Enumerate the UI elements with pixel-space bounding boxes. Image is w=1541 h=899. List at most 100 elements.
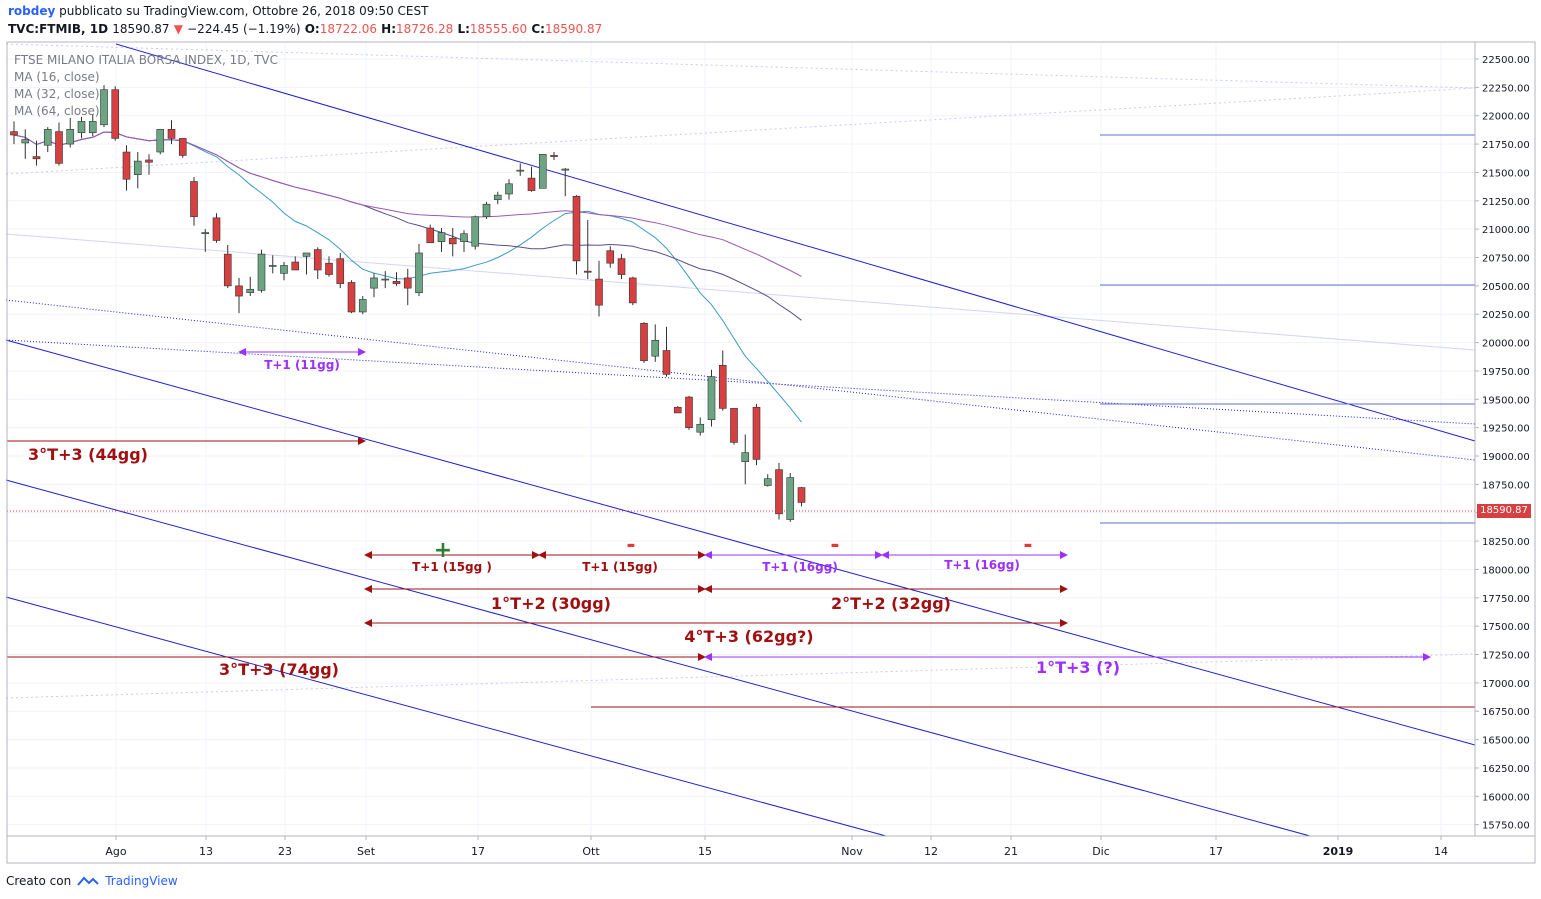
time-tick-label: 14 <box>1434 845 1448 858</box>
price-tick-label: 22000.00 <box>1482 112 1530 123</box>
plus-marker: + <box>434 538 452 563</box>
legend-ma64[interactable]: MA (64, close) <box>14 104 100 118</box>
candle-body <box>561 168 570 171</box>
channel-lower-line <box>5 479 1311 837</box>
candle-body <box>347 282 356 313</box>
candle-body <box>685 396 693 428</box>
trend-drawings <box>5 43 1476 837</box>
candle-body <box>313 249 322 271</box>
candle-body <box>145 159 153 163</box>
candle-body <box>606 250 615 264</box>
author-name[interactable]: robdey <box>8 4 56 18</box>
price-tick-label: 21500.00 <box>1482 168 1530 179</box>
candle-body <box>583 270 592 273</box>
annotation-3t3-44gg: 3°T+3 (44gg) <box>28 445 148 464</box>
candle-body <box>212 217 221 241</box>
candle-body <box>775 469 783 515</box>
price-tick-label: 17250.00 <box>1482 651 1530 662</box>
time-tick-label: Dic <box>1092 845 1110 858</box>
candle-body <box>21 139 30 144</box>
candle-body <box>10 131 18 136</box>
price-tick-label: 21250.00 <box>1482 197 1530 208</box>
candle-body <box>505 183 513 195</box>
price-tick-label: 16250.00 <box>1482 764 1530 775</box>
price-tick-label: 19750.00 <box>1482 367 1530 378</box>
price-tick-label: 20750.00 <box>1482 254 1530 265</box>
candle-body <box>257 253 266 291</box>
chart-header: robdey pubblicato su TradingView.com, Ot… <box>8 4 428 18</box>
low-label: L: <box>457 22 470 36</box>
symbol-ohlc-bar: TVC:FTMIB, 1D 18590.87 ▼ −224.45 (−1.19%… <box>8 22 602 36</box>
legend-ma32[interactable]: MA (32, close) <box>14 87 100 101</box>
candle-body <box>55 131 63 164</box>
legend-ma16[interactable]: MA (16, close) <box>14 70 100 84</box>
candle-body <box>482 203 491 217</box>
candle-body <box>651 340 660 357</box>
minus-marker: - <box>626 533 635 558</box>
time-tick-label: Nov <box>841 845 863 858</box>
fan-line-mid <box>5 233 1476 351</box>
candle-body <box>516 169 525 172</box>
candle-body <box>628 277 637 304</box>
annotation-3t3-74gg: 3°T+3 (74gg) <box>219 660 339 679</box>
candle-body <box>403 277 412 289</box>
candle-body <box>797 487 806 503</box>
annotation-t1-15gg-b: T+1 (15gg) <box>582 560 658 574</box>
candle-body <box>88 121 97 134</box>
time-tick-label: Ago <box>105 845 127 858</box>
time-tick-label: 17 <box>1209 845 1223 858</box>
candle-body <box>302 252 311 257</box>
price-tick-label: 19000.00 <box>1482 452 1530 463</box>
candle-body <box>696 423 705 433</box>
candle-body <box>786 477 795 520</box>
candle-body <box>156 129 165 153</box>
candle-body <box>32 156 41 160</box>
candle-body <box>752 406 761 460</box>
candle-body <box>426 227 435 244</box>
candle-body <box>77 121 86 134</box>
price-tick-label: 17000.00 <box>1482 679 1530 690</box>
close-value: 18590.87 <box>544 22 603 36</box>
candle-body <box>223 253 232 287</box>
candle-body <box>730 408 738 443</box>
candle-body <box>178 138 187 156</box>
candle-body <box>370 277 378 289</box>
price-tick-label: 17500.00 <box>1482 622 1530 633</box>
candle-body <box>201 232 210 234</box>
candle-body <box>741 452 750 462</box>
candle-body <box>235 285 243 297</box>
price-tick-label: 19500.00 <box>1482 395 1530 406</box>
price-tick-label: 16500.00 <box>1482 736 1530 747</box>
annotation-t1-16gg-b: T+1 (16gg) <box>944 558 1020 572</box>
candle-body <box>190 181 198 217</box>
price-tick-label: 18250.00 <box>1482 537 1530 548</box>
footer: Creato con TradingView <box>6 874 178 888</box>
annotation-1t2-30gg: 1°T+2 (30gg) <box>491 594 611 613</box>
tradingview-logo-icon <box>77 876 99 886</box>
annotation-t1-15gg-a: T+1 (15gg ) <box>412 560 492 574</box>
candle-body <box>43 129 52 146</box>
chart-grid <box>7 42 1475 836</box>
fan-line-upper <box>5 87 1476 175</box>
candle-body <box>358 299 367 313</box>
candle-body <box>707 376 716 421</box>
candle-body <box>527 177 536 191</box>
price-tick-label: 18750.00 <box>1482 480 1530 491</box>
annotation-1t3-open: 1°T+3 (?) <box>1036 658 1120 677</box>
open-label: O: <box>304 22 320 36</box>
candle-body <box>448 237 457 245</box>
price-tick-label: 17750.00 <box>1482 594 1530 605</box>
candle-body <box>268 265 277 267</box>
chart-axes: 22500.00 22250.00 22000.00 21750.00 21500.00… <box>6 41 1536 864</box>
footer-brand[interactable]: TradingView <box>105 874 178 888</box>
candle-body <box>718 364 727 409</box>
time-tick-label: 12 <box>924 845 938 858</box>
time-tick-label: 13 <box>199 845 213 858</box>
price-chart[interactable]: T+1 (11gg) 3°T+3 (44gg) T+1 (15gg ) T+1 (15… <box>0 0 1541 870</box>
candle-body <box>437 232 446 242</box>
legend-title: FTSE MILANO ITALIA BORSA INDEX, 1D, TVC <box>14 53 279 67</box>
price-tick-label: 20500.00 <box>1482 282 1530 293</box>
candle-body <box>392 281 401 284</box>
chart-frame <box>6 41 1536 864</box>
candle-body <box>415 252 423 293</box>
